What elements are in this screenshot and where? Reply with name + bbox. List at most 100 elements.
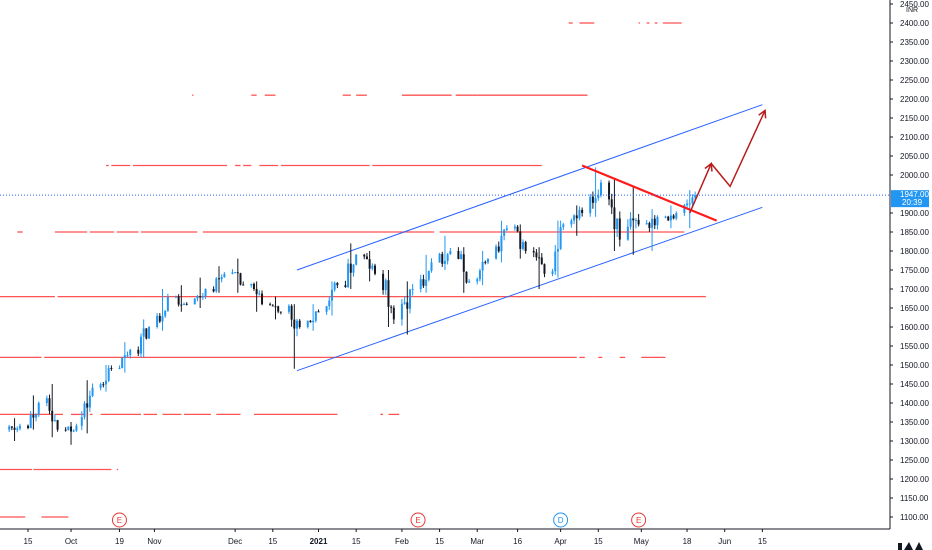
time-tick-label: 15 xyxy=(435,537,444,546)
price-tick-label: 2400.00 xyxy=(900,19,929,28)
candle-body xyxy=(645,223,648,225)
candle-body xyxy=(400,303,403,320)
candle-body xyxy=(344,285,347,288)
price-tick-label: 1150.00 xyxy=(900,494,929,503)
time-axis[interactable]: 15 Oct 19 Nov Dec 15 2021 15 Feb 15 Mar 16 Apr 15 May 1… xyxy=(0,528,890,546)
candle-body xyxy=(465,271,468,283)
candle-body xyxy=(443,261,446,264)
time-tick-label: 15 xyxy=(24,537,33,546)
projection-arrow-path xyxy=(689,110,766,214)
price-tick-label: 2450.00 xyxy=(900,0,929,9)
candle-body xyxy=(80,417,83,426)
candle-body xyxy=(274,306,277,308)
candle-body xyxy=(484,261,487,263)
candle-body xyxy=(594,198,597,203)
candle-body xyxy=(118,368,121,370)
candle-body xyxy=(166,296,169,311)
candle-body xyxy=(427,270,430,280)
channel-upper-line xyxy=(296,104,763,271)
price-tick-label: 1800.00 xyxy=(900,247,929,256)
projection-arrow-head-first xyxy=(704,162,713,172)
time-tick-label: 16 xyxy=(513,537,522,546)
candle-body xyxy=(430,262,433,271)
event-marker-circle[interactable] xyxy=(631,512,647,528)
candle-body xyxy=(53,420,56,422)
candle-body xyxy=(312,320,315,323)
candle-body xyxy=(408,289,411,309)
candle-body xyxy=(481,261,484,271)
candle-body xyxy=(314,311,317,321)
price-tick-label: 1300.00 xyxy=(900,437,929,446)
candle-body xyxy=(56,420,59,430)
candle-body xyxy=(8,426,11,430)
candle-body xyxy=(67,426,70,430)
candle-body xyxy=(148,327,151,339)
candle-body xyxy=(88,395,91,408)
candle-body xyxy=(476,279,479,282)
candle-body xyxy=(352,264,355,273)
tradingview-logo[interactable] xyxy=(898,542,923,550)
price-tick-label: 1750.00 xyxy=(900,266,929,275)
event-marker-circle[interactable] xyxy=(410,512,426,528)
candle-body xyxy=(83,403,86,418)
event-marker-circle[interactable] xyxy=(553,512,569,528)
candle-body xyxy=(129,349,132,356)
candle-body xyxy=(317,311,320,313)
time-tick-label: Mar xyxy=(470,537,484,546)
candle-body xyxy=(535,252,538,258)
candle-body xyxy=(688,203,691,205)
candle-body xyxy=(363,254,366,257)
candle-body xyxy=(75,425,78,431)
price-tick-label: 2100.00 xyxy=(900,133,929,142)
candle-body xyxy=(519,231,522,249)
candle-body xyxy=(694,195,697,198)
candle-body xyxy=(632,218,635,221)
candle-body xyxy=(126,355,129,357)
candle-body xyxy=(287,305,290,312)
candle-body xyxy=(419,279,422,289)
candle-body xyxy=(349,263,352,273)
candle-body xyxy=(199,296,202,298)
time-tick-label: Feb xyxy=(395,537,409,546)
candle-body xyxy=(252,283,255,290)
candle-body xyxy=(261,293,264,305)
candle-body xyxy=(403,302,406,304)
price-tick-label: 1400.00 xyxy=(900,399,929,408)
candle-body xyxy=(158,315,161,322)
candle-body xyxy=(29,415,32,428)
last-price-countdown: 20:39 xyxy=(902,198,923,207)
price-tick-label: 2250.00 xyxy=(900,76,929,85)
candle-body xyxy=(10,426,13,428)
candle-body xyxy=(626,226,629,240)
candle-body xyxy=(271,305,274,307)
candle-body xyxy=(613,207,616,230)
candle-body xyxy=(142,328,145,337)
candle-body xyxy=(18,425,21,429)
candle-body xyxy=(438,253,441,263)
candle-body xyxy=(236,272,239,274)
candle-body xyxy=(336,282,339,286)
candle-body xyxy=(37,403,40,414)
candle-body xyxy=(239,273,242,285)
price-tick-label: 1550.00 xyxy=(900,342,929,351)
candle-body xyxy=(390,306,393,308)
candle-body xyxy=(250,283,253,286)
event-marker-circle[interactable] xyxy=(111,512,127,528)
candlestick-series xyxy=(8,167,697,445)
candle-body xyxy=(495,246,498,259)
candle-body xyxy=(45,398,48,403)
candle-body xyxy=(554,251,557,272)
candle-body xyxy=(457,251,460,259)
time-tick-label: Dec xyxy=(228,537,242,546)
candle-body xyxy=(618,218,621,240)
event-marker-label: E xyxy=(636,516,641,525)
candle-body xyxy=(355,254,358,265)
candle-body xyxy=(306,320,309,327)
candle-body xyxy=(374,265,377,274)
price-axis[interactable]: INR 1100.00 1150.00 1200.00 1250.00 1300.00 1… xyxy=(889,0,929,529)
candle-body xyxy=(497,246,500,252)
price-tick-label: 1350.00 xyxy=(900,418,929,427)
candle-body xyxy=(500,235,503,252)
